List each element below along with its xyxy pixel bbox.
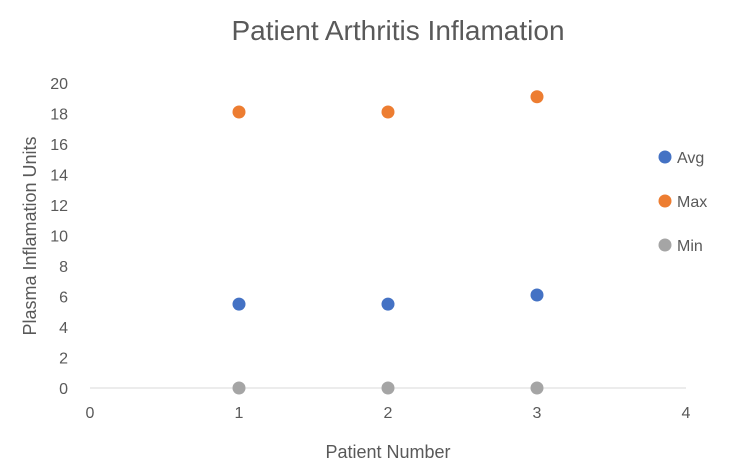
y-tick-label: 8 [59, 259, 68, 276]
legend-marker-min [658, 238, 672, 252]
y-tick-label: 12 [50, 198, 68, 215]
point-avg-3 [530, 288, 544, 302]
legend-label-min: Min [677, 238, 703, 255]
x-tick-label: 2 [384, 405, 393, 422]
y-tick-label: 6 [59, 290, 68, 307]
y-tick-label: 0 [59, 381, 68, 398]
point-max-2 [381, 105, 395, 119]
data-points [232, 90, 544, 395]
y-tick-label: 18 [50, 107, 68, 124]
chart-title: Patient Arthritis Inflamation [231, 15, 564, 46]
x-tick-label: 3 [533, 405, 542, 422]
legend-marker-avg [658, 150, 672, 164]
y-tick-label: 2 [59, 351, 68, 368]
y-tick-label: 10 [50, 229, 68, 246]
legend-label-max: Max [677, 194, 707, 211]
x-tick-label: 4 [682, 405, 691, 422]
point-min-1 [232, 381, 246, 395]
point-avg-1 [232, 297, 246, 311]
point-min-2 [381, 381, 395, 395]
legend: Avg Max Min [658, 150, 707, 255]
y-tick-label: 14 [50, 168, 68, 185]
x-axis-ticks: 0 1 2 3 4 [86, 405, 691, 422]
y-tick-label: 4 [59, 320, 68, 337]
y-axis-title: Plasma Inflamation Units [20, 136, 40, 335]
legend-label-avg: Avg [677, 150, 704, 167]
y-tick-label: 16 [50, 137, 68, 154]
point-avg-2 [381, 297, 395, 311]
legend-marker-max [658, 194, 672, 208]
point-max-3 [530, 90, 544, 104]
x-tick-label: 1 [235, 405, 244, 422]
y-tick-label: 20 [50, 76, 68, 93]
x-tick-label: 0 [86, 405, 95, 422]
point-min-3 [530, 381, 544, 395]
x-axis-title: Patient Number [325, 442, 450, 462]
y-axis-ticks: 0 2 4 6 8 10 12 14 16 18 20 [50, 76, 68, 398]
point-max-1 [232, 105, 246, 119]
